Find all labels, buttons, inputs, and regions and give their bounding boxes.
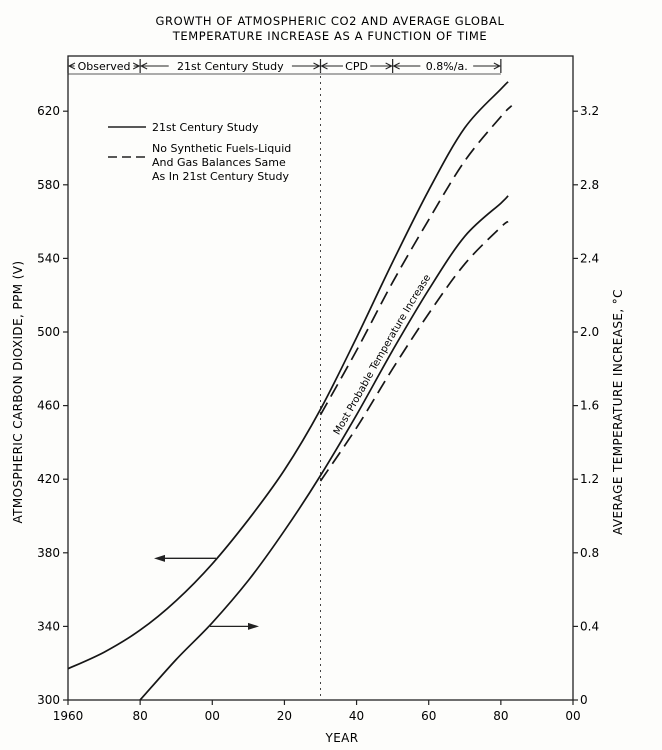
x-tick-label: 80 [133,709,148,723]
x-tick-label: 80 [493,709,508,723]
y-left-tick-label: 460 [37,399,60,413]
curve-annotation-text: Most Probable Temperature Increase [332,273,433,437]
temperature-solid-line [139,195,509,701]
legend-dashed-label-line1: No Synthetic Fuels-Liquid [152,142,291,155]
plot-frame [67,55,574,701]
legend-solid-label: 21st Century Study [152,121,259,134]
period-arrowhead [67,62,76,70]
curve-annotation: Most Probable Temperature Increase [332,273,433,437]
y-left-tick-label: 420 [37,472,60,486]
x-tick-label: 40 [349,709,364,723]
annotations: Most Probable Temperature Increase [154,273,433,630]
y-left-tick-label: 340 [37,619,60,633]
chart-title-line2: TEMPERATURE INCREASE AS A FUNCTION OF TI… [172,29,488,43]
period-label: CPD [345,60,368,73]
period-label: Observed [78,60,131,73]
y-axis-left-title: ATMOSPHERIC CARBON DIOXIDE, PPM (V) [11,261,25,524]
y-right-tick-label: 1.2 [580,472,599,486]
period-label: 0.8%/a. [426,60,468,73]
y-ticks-left: 300 340 380 420 460 500 540 580 620 [37,104,68,707]
x-tick-label: 00 [565,709,580,723]
period-arrowhead [132,62,141,70]
chart-title-line1: GROWTH OF ATMOSPHERIC CO2 AND AVERAGE GL… [155,14,504,28]
y-right-tick-label: 3.2 [580,104,599,118]
arrow-to-right-axis-head [248,622,259,630]
y-axis-right-title: AVERAGE TEMPERATURE INCREASE, °C [611,289,625,535]
y-right-tick-label: 2.8 [580,178,599,192]
y-right-tick-label: 2.4 [580,251,599,265]
legend-dashed-label-line2: And Gas Balances Same [152,156,286,169]
y-ticks-right: 0 0.4 0.8 1.2 1.6 2.0 2.4 2.8 3.2 [573,104,599,707]
co2-dashed-line [319,105,513,416]
x-tick-label: 1960 [53,709,84,723]
legend-dashed-label-line3: As In 21st Century Study [152,170,289,183]
period-arrowhead [140,62,148,70]
period-arrowhead [493,62,501,70]
y-right-tick-label: 2.0 [580,325,599,339]
x-tick-label: 20 [277,709,292,723]
y-left-tick-label: 540 [37,251,60,265]
series-group [67,81,513,701]
x-tick-label: 60 [421,709,436,723]
period-arrowhead [320,62,328,70]
arrow-to-left-axis-head [154,554,165,562]
legend: 21st Century Study No Synthetic Fuels-Li… [108,121,291,183]
y-left-tick-label: 620 [37,104,60,118]
x-ticks: 1960 80 00 20 40 60 80 00 [53,700,581,723]
y-right-tick-label: 0 [580,693,588,707]
x-tick-label: 00 [205,709,220,723]
y-left-tick-label: 300 [37,693,60,707]
period-bar: Observed 21st Century Study CPD 0.8%/a. [67,59,502,700]
y-right-tick-label: 0.8 [580,546,599,560]
y-left-tick-label: 580 [37,178,60,192]
period-label: 21st Century Study [177,60,284,73]
period-arrowhead [392,62,400,70]
co2-solid-line [67,81,509,670]
x-axis-title: YEAR [324,731,358,745]
y-left-tick-label: 380 [37,546,60,560]
period-arrowhead [385,62,393,70]
y-right-tick-label: 1.6 [580,399,599,413]
y-left-tick-label: 500 [37,325,60,339]
period-arrowhead [313,62,321,70]
y-right-tick-label: 0.4 [580,619,599,633]
temperature-dashed-line [319,220,509,482]
